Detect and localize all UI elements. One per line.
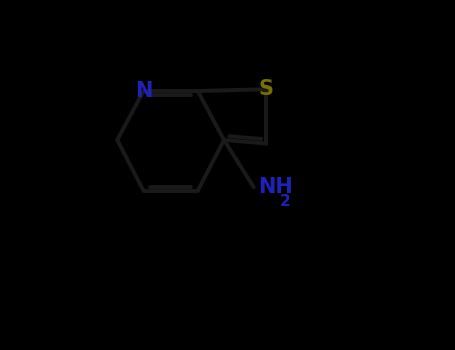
Text: S: S xyxy=(258,79,273,99)
Text: 2: 2 xyxy=(280,194,290,209)
Text: NH: NH xyxy=(258,177,293,197)
Text: N: N xyxy=(135,81,152,101)
